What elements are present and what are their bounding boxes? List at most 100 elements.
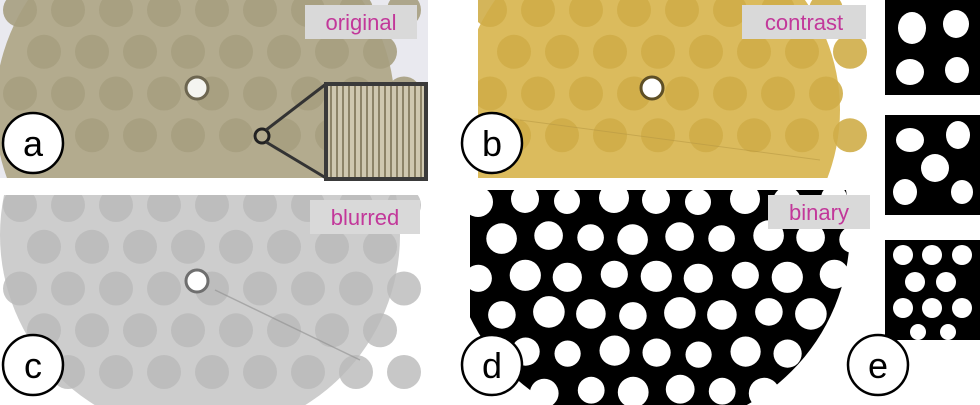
spot [708,377,736,405]
spot [51,271,85,306]
spot [497,34,531,69]
spot [737,34,771,69]
spot [664,297,696,329]
spot [243,76,277,111]
panel-a-original: original a [0,0,428,181]
contrast-scratch [519,119,821,161]
spot [554,190,580,214]
spot [569,0,603,27]
panel-letter-circle-a [1,111,65,175]
spot [617,0,651,27]
spot [387,271,421,306]
spot [642,338,671,367]
spot [171,313,205,348]
spot [755,298,783,326]
tile-1-holes [896,10,969,85]
spot [363,313,397,348]
spot [75,34,109,69]
spot [737,118,771,153]
blurred-scratch [214,289,361,361]
spot [470,190,493,217]
spot [838,301,868,331]
contrast-spots [478,0,867,153]
spot [773,339,802,368]
stage-label-bg-b [742,5,866,39]
spot [730,336,761,367]
spot [833,34,867,69]
stage-label-blurred: blurred [331,205,399,230]
spot [51,76,85,111]
spot [731,261,759,289]
spot [748,377,780,405]
spot [713,0,747,27]
panel-letter-e: e [868,345,888,386]
spot [689,34,723,69]
spot [123,229,157,264]
spot [315,34,349,69]
spot [147,195,181,222]
tile-2-holes [893,121,973,205]
spot [267,118,301,153]
spot [171,118,205,153]
spot [730,190,760,214]
spot [641,118,675,153]
spot [685,190,711,215]
spot [478,0,507,27]
spot [171,229,205,264]
panel-letter-b: b [482,123,502,164]
spot [665,374,695,404]
spot [123,313,157,348]
spot [593,34,627,69]
panel-e-tiles: e [846,0,980,397]
spot [529,378,559,405]
spot [99,0,133,27]
spot [713,76,747,111]
spot [147,76,181,111]
spot [708,225,735,252]
spot [123,118,157,153]
stage-label-bg-d [768,195,870,229]
spot [99,271,133,306]
spot [3,195,37,222]
panel-b-contrast: contrast b [460,0,870,178]
spot [821,337,848,364]
spot [488,301,516,329]
center-hole [184,268,210,294]
spot [27,34,61,69]
spot [707,300,737,330]
spot [761,76,795,111]
spot [219,34,253,69]
spot [685,341,712,368]
spot [771,261,803,293]
panel-letter-circle-d [460,333,524,397]
panel-letter-c: c [24,345,42,386]
spot [839,226,866,253]
spot [363,34,397,69]
spot [470,264,492,292]
spot [593,118,627,153]
spot [534,221,563,250]
spot [833,118,867,153]
spot [195,355,229,389]
stage-label-contrast: contrast [765,10,843,35]
spot [219,118,253,153]
stage-label-original: original [326,10,397,35]
spot [641,34,675,69]
spot [315,229,349,264]
panel-letter-circle-b [460,111,524,175]
spot [683,263,713,293]
spot [619,302,647,330]
spot [267,229,301,264]
spot [243,195,277,222]
spot [75,118,109,153]
spot [243,271,277,306]
spot [809,76,843,111]
spot [195,195,229,222]
spot [545,34,579,69]
spot [665,76,699,111]
spot [123,34,157,69]
spot [511,190,539,213]
stage-label-bg-a [305,5,417,39]
spot [219,229,253,264]
